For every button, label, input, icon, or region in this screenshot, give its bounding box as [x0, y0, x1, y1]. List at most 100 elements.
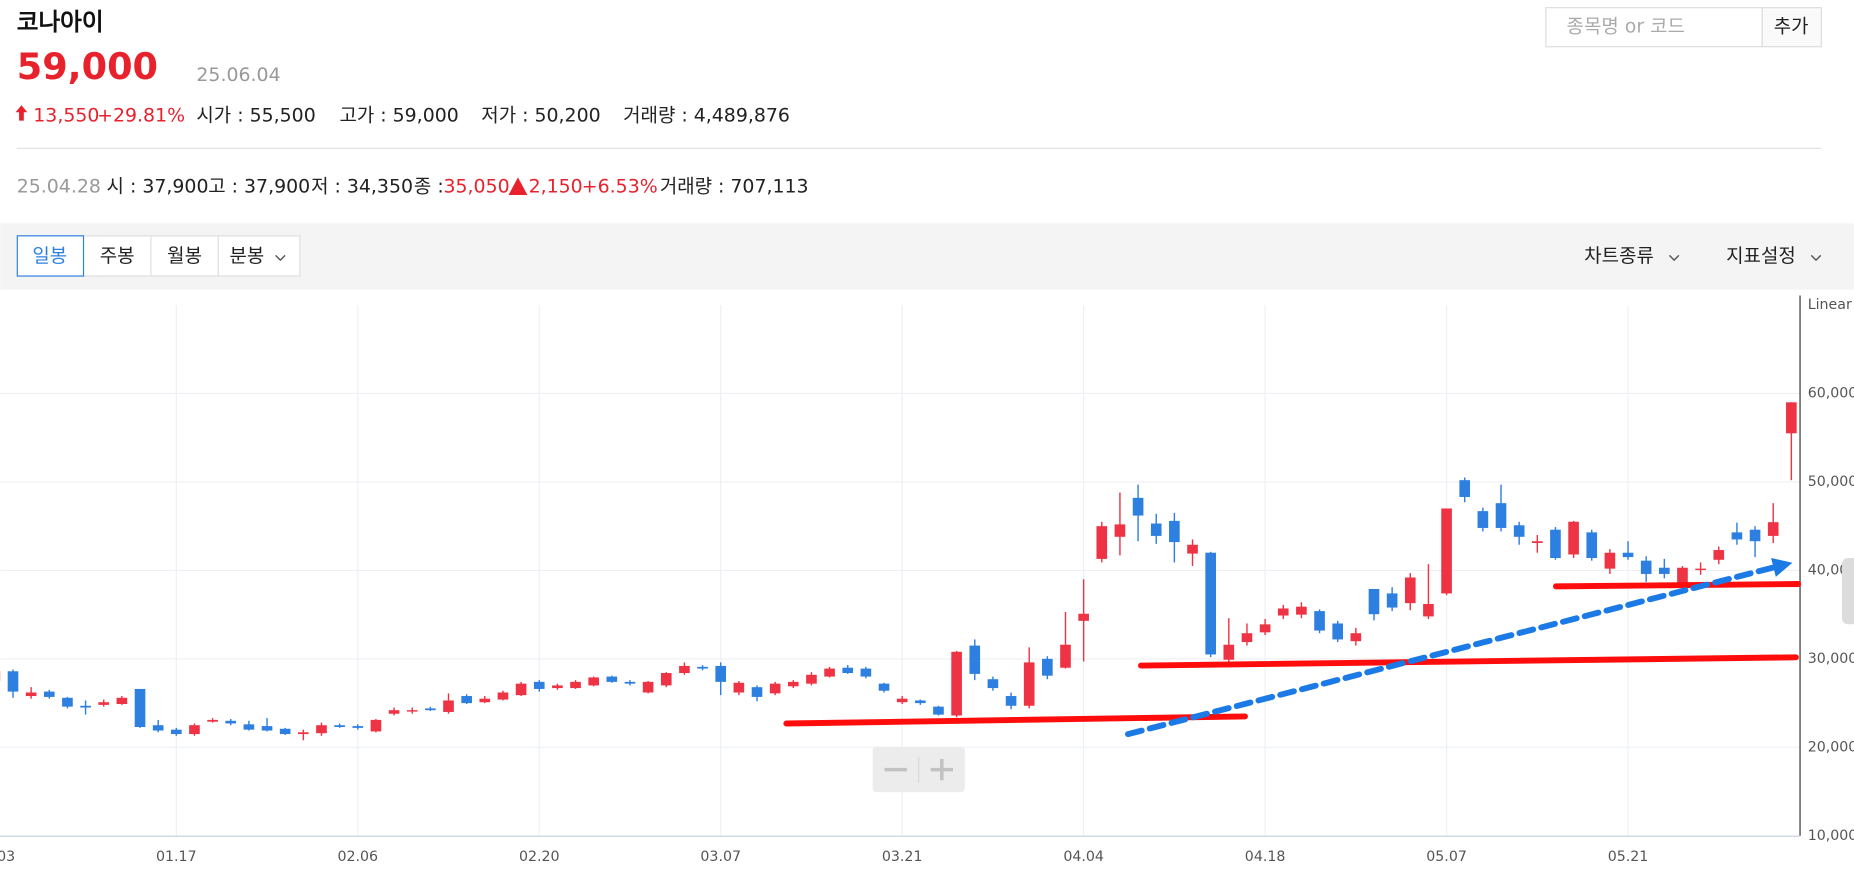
candle-body — [1223, 644, 1235, 660]
candle-body — [1550, 529, 1561, 559]
support-line — [1552, 581, 1802, 590]
candle-body — [43, 691, 55, 697]
candle-body — [1695, 568, 1706, 571]
candle-body — [951, 651, 962, 716]
candle-body — [1350, 633, 1362, 642]
candle-body — [769, 683, 781, 694]
candle-body — [334, 725, 345, 727]
candle-body — [842, 667, 854, 674]
y-tick-label: 10,000 — [1808, 828, 1854, 844]
candle-body — [461, 696, 472, 704]
candle-body — [1568, 521, 1579, 555]
candle-body — [1713, 550, 1725, 560]
candle-body — [62, 697, 73, 707]
candle-body — [261, 726, 273, 731]
candle-body — [1332, 623, 1344, 640]
candle-body — [1296, 606, 1307, 615]
candle-body — [1114, 524, 1126, 537]
candle-body — [189, 725, 200, 735]
candle-body — [1078, 613, 1089, 621]
y-tick-label: 50,000 — [1808, 474, 1854, 490]
search-placeholder: 종목명 or 코드 — [1567, 16, 1685, 38]
tooltip-change: 2,150 — [529, 175, 583, 197]
tab-label[interactable]: 분봉 — [230, 245, 265, 267]
candle-body — [679, 665, 690, 674]
tooltip-close-label: 종 : — [414, 175, 444, 197]
candle-body — [1749, 529, 1761, 542]
menu-label[interactable]: 지표설정 — [1726, 245, 1796, 267]
candle-body — [642, 681, 654, 693]
candle-body — [298, 732, 309, 735]
candle-body — [243, 724, 255, 730]
candle-body — [1060, 644, 1071, 668]
x-tick-label: 04.18 — [1245, 849, 1286, 865]
candle-body — [7, 671, 19, 692]
candle-body — [443, 700, 454, 712]
candle-body — [1441, 508, 1452, 594]
change-rate: +29.81% — [97, 104, 185, 126]
candle-body — [1314, 611, 1325, 631]
trend-line — [1125, 564, 1777, 738]
candle-body — [624, 681, 636, 684]
search-input[interactable] — [1545, 7, 1763, 48]
candle-body — [787, 681, 799, 687]
candle-body — [1586, 532, 1598, 559]
scroll-handle[interactable] — [1842, 557, 1854, 625]
candle-body — [515, 683, 527, 696]
candle-body — [824, 668, 835, 677]
candle-body — [1386, 593, 1398, 608]
candle-body — [225, 720, 237, 724]
candle-body — [1187, 544, 1198, 554]
candle-body — [134, 688, 146, 727]
add-button-label: 추가 — [1774, 16, 1809, 38]
candle-body — [896, 698, 908, 703]
candle-body — [1459, 480, 1471, 497]
candle-body — [1368, 588, 1380, 615]
candle-body — [352, 726, 364, 728]
candle-body — [388, 710, 400, 714]
candle-body — [1767, 522, 1779, 536]
candle-body — [479, 698, 491, 703]
stat: 저가 : 50,200 — [481, 104, 600, 126]
candle-body — [806, 674, 817, 684]
tooltip-stat: 고 : 37,900 — [208, 175, 310, 197]
candle-body — [570, 681, 581, 689]
support-line — [783, 713, 1248, 727]
candle-body — [751, 687, 763, 697]
candle-body — [170, 729, 182, 735]
tab-label[interactable]: 월봉 — [167, 245, 202, 267]
candle-body — [1677, 567, 1688, 585]
up-arrow-icon — [15, 105, 28, 121]
candle-body — [1241, 633, 1253, 643]
chevron — [1668, 254, 1680, 262]
tab-label[interactable]: 일봉 — [32, 245, 67, 267]
candle-body — [207, 719, 218, 722]
add-button[interactable] — [1761, 7, 1822, 48]
change: 13,550 — [33, 104, 99, 126]
tooltip-stat: 저 : 34,350 — [311, 175, 413, 197]
candle-body — [316, 725, 327, 734]
menu-label[interactable]: 차트종류 — [1584, 245, 1654, 267]
x-tick-label: 05.07 — [1426, 849, 1467, 865]
candle-body — [98, 702, 110, 705]
tooltip-date: 25.04.28 — [17, 175, 101, 197]
scale-label: Linear — [1808, 297, 1852, 313]
candle-body — [425, 708, 436, 711]
tab-active[interactable] — [16, 235, 85, 277]
candle-body — [1005, 696, 1017, 706]
x-tick-label: 03.07 — [700, 849, 741, 865]
tooltip-volume: 거래량 : 707,113 — [660, 175, 809, 197]
price-date: 25.06.04 — [196, 64, 280, 86]
chevron — [1810, 254, 1822, 262]
candle-body — [1042, 658, 1053, 676]
tab-label[interactable]: 주봉 — [100, 245, 135, 267]
candle-body — [406, 710, 418, 712]
price: 59,000 — [17, 45, 158, 88]
trend-arrowhead — [1771, 557, 1793, 577]
candle-body — [1132, 497, 1144, 516]
candle-body — [552, 685, 563, 689]
candle-body — [1150, 523, 1162, 536]
candle-body — [1495, 503, 1507, 528]
